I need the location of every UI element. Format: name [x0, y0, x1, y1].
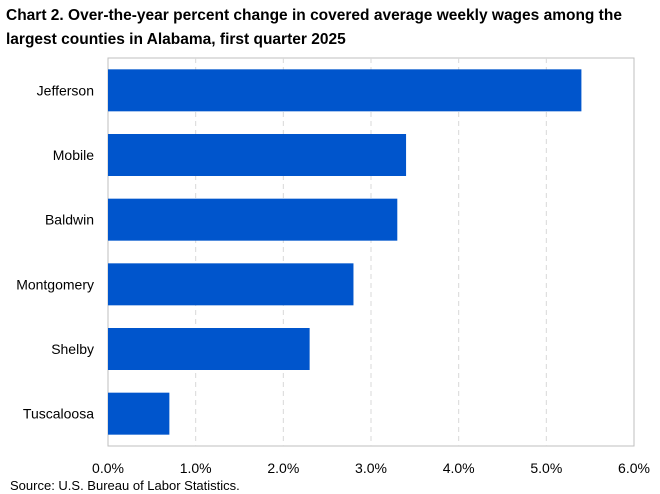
bar-jefferson [108, 69, 582, 112]
category-label: Baldwin [45, 212, 94, 228]
bars [108, 69, 582, 435]
category-label: Mobile [53, 147, 94, 163]
chart-title: Chart 2. Over-the-year percent change in… [6, 7, 622, 48]
gridlines [195, 58, 547, 446]
x-tick-label: 2.0% [267, 460, 299, 476]
x-tick-label: 1.0% [180, 460, 212, 476]
x-tick-label: 6.0% [618, 460, 650, 476]
category-label: Jefferson [37, 82, 94, 98]
x-tick-label: 4.0% [443, 460, 475, 476]
bar-tuscaloosa [108, 392, 170, 435]
category-label: Tuscaloosa [23, 406, 94, 422]
source-note: Source: U.S. Bureau of Labor Statistics. [10, 478, 240, 493]
bar-baldwin [108, 198, 398, 241]
x-tick-label: 5.0% [530, 460, 562, 476]
bar-shelby [108, 328, 310, 370]
category-label: Montgomery [16, 276, 94, 292]
bar-mobile [108, 134, 407, 176]
bar-montgomery [108, 263, 354, 306]
x-axis-tick-labels: 0.0% 1.0% 2.0% 3.0% 4.0% 5.0% 6.0% [92, 460, 650, 476]
category-labels: Jefferson Mobile Baldwin Montgomery Shelby Tu… [16, 82, 94, 421]
category-label: Shelby [51, 341, 94, 357]
x-tick-label: 3.0% [355, 460, 387, 476]
x-tick-label: 0.0% [92, 460, 124, 476]
